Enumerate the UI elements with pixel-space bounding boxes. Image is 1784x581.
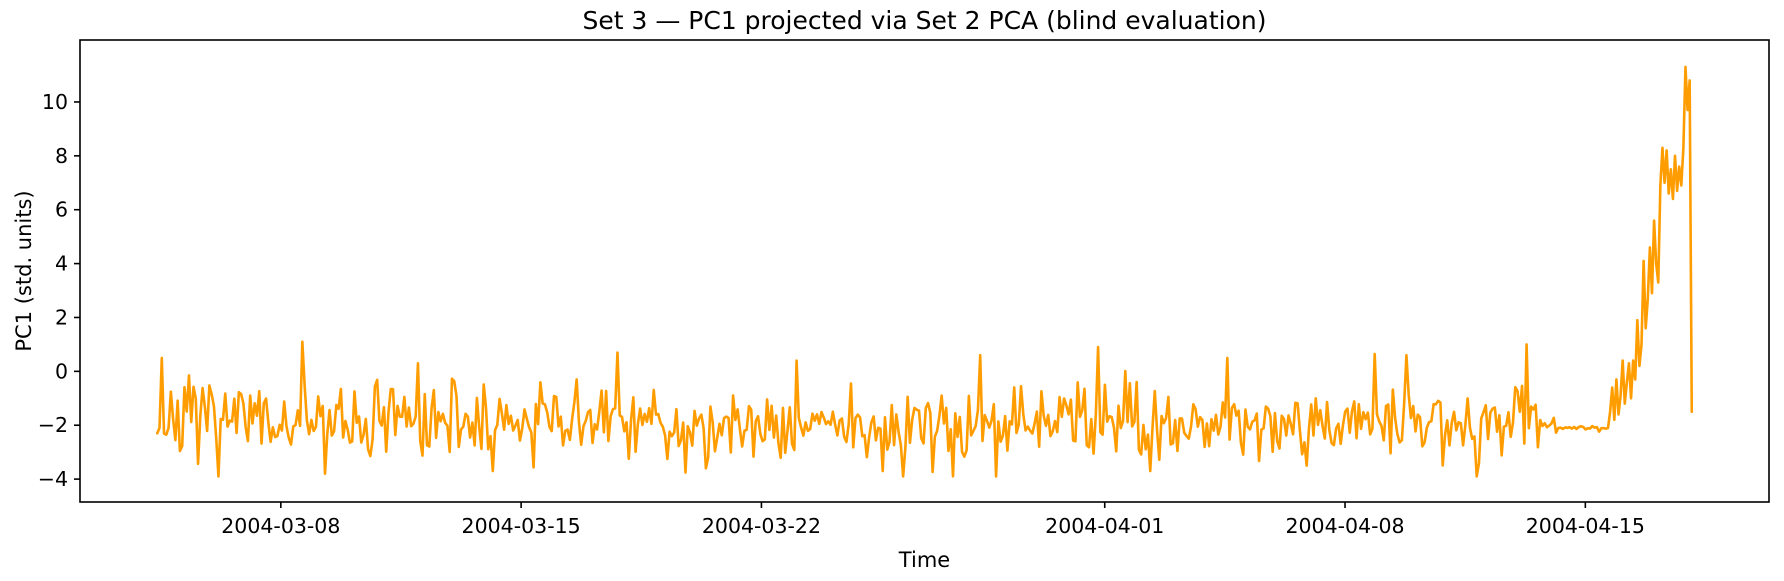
x-tick-label: 2004-03-22 — [702, 514, 821, 538]
y-tick-label: 2 — [55, 305, 68, 329]
axes-frame — [79, 39, 1770, 503]
pc1-line — [155, 65, 1694, 478]
y-tick-label: 0 — [55, 359, 68, 383]
y-tick-label: −2 — [38, 413, 68, 437]
x-tick-label: 2004-04-01 — [1045, 514, 1164, 538]
chart-title: Set 3 — PC1 projected via Set 2 PCA (bli… — [582, 6, 1267, 35]
x-axis-label: Time — [898, 548, 951, 572]
y-tick-label: 8 — [55, 144, 68, 168]
y-tick-label: 10 — [42, 90, 68, 114]
x-tick-label: 2004-03-08 — [221, 514, 340, 538]
y-tick-label: 6 — [55, 198, 68, 222]
x-tick-label: 2004-04-15 — [1526, 514, 1645, 538]
x-tick-label: 2004-03-15 — [462, 514, 581, 538]
x-tick-label: 2004-04-08 — [1285, 514, 1404, 538]
y-tick-label: 4 — [55, 252, 68, 276]
y-tick-label: −4 — [38, 467, 68, 491]
